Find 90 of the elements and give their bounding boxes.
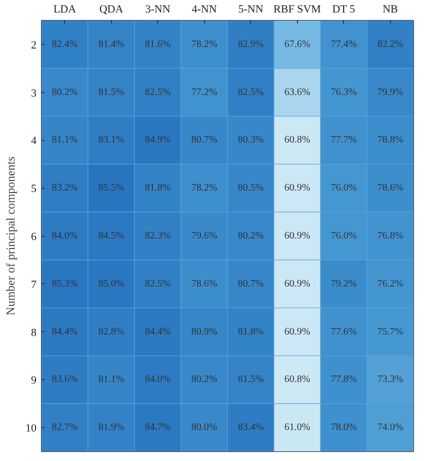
data-label: 81.9% [98, 422, 124, 434]
data-label: 83.2% [52, 182, 78, 194]
data-label: 80.2% [191, 374, 218, 386]
y-tick-label: 8 [31, 326, 37, 339]
data-label: 84.5% [98, 230, 124, 242]
data-label: 82.3% [144, 230, 171, 242]
data-label: 75.7% [377, 326, 404, 338]
data-label: 84.4% [144, 326, 171, 338]
y-tick-label: 7 [31, 278, 37, 291]
data-label: 80.7% [191, 134, 218, 146]
x-tick-label: 5-NN [238, 4, 264, 16]
data-label: 83.1% [98, 134, 124, 146]
data-label: 80.9% [191, 326, 218, 338]
data-label: 81.4% [98, 38, 124, 50]
data-label: 74.0% [377, 422, 404, 434]
data-label: 84.4% [52, 326, 78, 338]
data-label: 63.6% [284, 86, 310, 98]
data-label: 82.8% [98, 326, 124, 338]
x-tick-label: DT 5 [332, 4, 356, 16]
data-label: 77.7% [330, 134, 357, 146]
data-label: 76.0% [330, 230, 357, 242]
data-label: 83.6% [52, 374, 78, 386]
y-tick-label: 9 [31, 374, 37, 387]
data-label: 81.5% [98, 86, 124, 98]
data-label: 60.9% [284, 182, 310, 194]
data-label: 81.8% [144, 182, 171, 194]
data-label: 82.5% [144, 278, 171, 290]
data-label: 81.1% [98, 374, 124, 386]
data-label: 79.6% [191, 230, 218, 242]
y-tick-label: 2 [31, 39, 36, 52]
data-label: 78.8% [377, 134, 404, 146]
data-label: 80.5% [238, 182, 264, 194]
x-tick-label: 4-NN [192, 4, 217, 16]
x-tick-label: RBF SVM [274, 4, 322, 16]
data-label: 82.2% [377, 38, 404, 50]
data-label: 82.5% [144, 86, 171, 98]
data-label: 82.5% [238, 86, 264, 98]
data-label: 81.8% [238, 326, 264, 338]
data-label: 81.1% [52, 134, 78, 146]
data-label: 78.2% [191, 182, 218, 194]
x-tick-label: NB [382, 4, 398, 16]
data-label: 80.2% [238, 230, 264, 242]
data-label: 78.0% [330, 422, 357, 434]
data-label: 60.9% [284, 278, 310, 290]
data-label: 78.6% [191, 278, 218, 290]
data-label: 84.7% [144, 422, 171, 434]
data-label: 82.4% [52, 38, 78, 50]
y-axis-title: Number of principal components [4, 156, 18, 316]
data-label: 78.2% [191, 38, 218, 50]
data-label: 73.3% [377, 374, 404, 386]
data-label: 84.0% [52, 230, 78, 242]
data-label: 60.8% [284, 134, 310, 146]
x-tick-label: QDA [99, 4, 124, 16]
data-label: 80.7% [238, 278, 264, 290]
data-label: 83.4% [238, 422, 264, 434]
data-label: 85.0% [98, 278, 124, 290]
data-label: 77.8% [330, 374, 357, 386]
data-label: 79.9% [377, 86, 404, 98]
y-tick-label: 3 [31, 87, 37, 100]
data-label: 76.8% [377, 230, 404, 242]
y-tick-label: 10 [26, 422, 37, 435]
data-label: 60.8% [284, 374, 310, 386]
data-label: 78.6% [377, 182, 404, 194]
data-label: 82.9% [238, 38, 264, 50]
data-label: 77.4% [330, 38, 357, 50]
data-label: 61.0% [284, 422, 310, 434]
data-label: 60.9% [284, 326, 310, 338]
data-label: 84.9% [144, 134, 171, 146]
y-tick-label: 6 [31, 231, 37, 243]
y-tick-label: 4 [31, 135, 37, 148]
data-label: 67.6% [284, 38, 310, 50]
data-label: 60.9% [284, 230, 310, 242]
data-label: 80.3% [238, 134, 264, 146]
data-label: 79.2% [330, 278, 357, 290]
data-label: 77.6% [330, 326, 357, 338]
x-tick-label: LDA [53, 4, 76, 16]
data-label: 77.2% [191, 86, 218, 98]
x-tick-label: 3-NN [145, 4, 170, 16]
data-label: 76.2% [377, 278, 404, 290]
y-tick-label: 5 [31, 183, 37, 196]
data-label: 85.5% [98, 182, 124, 194]
data-label: 84.0% [144, 374, 171, 386]
data-label: 80.0% [191, 422, 218, 434]
data-label: 85.3% [52, 278, 78, 290]
data-label: 76.3% [330, 86, 357, 98]
data-label: 81.6% [144, 38, 171, 50]
data-label: 82.7% [52, 422, 78, 434]
data-label: 80.2% [52, 86, 78, 98]
data-label: 76.0% [330, 182, 357, 194]
data-label: 81.5% [238, 374, 264, 386]
